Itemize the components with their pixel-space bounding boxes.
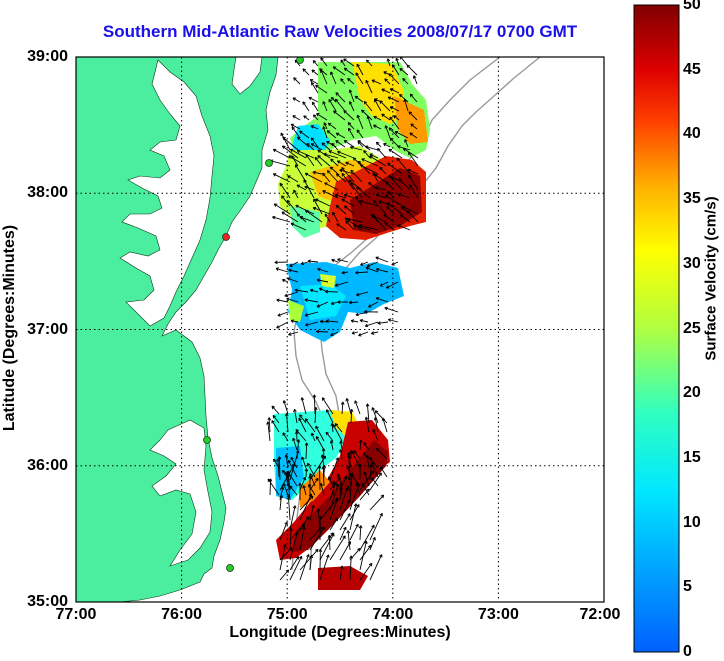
colorbar-tick-label: 50 [683,0,701,14]
colorbar [634,5,679,652]
velocity-arrow-head [334,111,337,112]
velocity-arrow-head [327,131,330,132]
velocity-arrow-head [359,484,360,487]
velocity-arrow-head [347,488,348,491]
velocity-arrow-head [318,156,321,157]
colorbar-tick-label: 20 [683,384,701,402]
x-tick-label: 72:00 [570,606,630,624]
velocity-arrow-head [328,123,331,124]
velocity-arrow-head [353,224,356,225]
station-marker [204,437,211,444]
colorbar-tick-label: 40 [683,125,701,143]
velocity-arrow-head [336,174,339,175]
velocity-arrow-head [360,548,361,551]
velocity-arrow-head [332,259,335,260]
velocity-arrow-head [385,307,388,308]
velocity-arrow-head [320,69,323,70]
velocity-arrow-head [357,187,360,188]
x-tick-label: 75:00 [257,606,317,624]
velocity-arrow-head [335,194,338,195]
y-tick-label: 39:00 [10,48,68,66]
velocity-arrow-head [283,137,286,138]
colorbar-tick-label: 30 [683,255,701,273]
colorbar-tick-label: 15 [683,449,701,467]
velocity-arrow-head [394,116,397,117]
velocity-arrow-head [358,141,361,142]
colorbar-tick-label: 45 [683,61,701,79]
velocity-arrow [314,395,315,414]
velocity-arrow-head [317,549,318,552]
colorbar-tick-label: 0 [683,643,692,661]
velocity-arrow [279,457,280,481]
velocity-arrow-head [365,146,368,147]
colorbar-tick-label: 10 [683,514,701,532]
velocity-arrow-head [329,555,330,558]
station-marker [223,234,230,241]
velocity-arrow [316,332,328,333]
velocity-arrow-head [282,146,285,147]
velocity-arrow-head [376,298,379,299]
velocity-arrow-head [345,206,348,207]
velocity-arrow-head [371,545,372,548]
velocity-arrow-head [318,268,321,269]
velocity-arrow-head [379,201,382,202]
velocity-arrow-head [411,124,414,125]
x-tick-label: 76:00 [152,606,212,624]
velocity-arrow-head [321,527,322,530]
velocity-arrow-head [338,458,339,461]
station-marker [227,565,234,572]
velocity-arrow-head [304,116,307,117]
velocity-arrow-head [344,194,347,195]
velocity-arrow-head [322,143,325,144]
x-tick-label: 73:00 [468,606,528,624]
colorbar-tick-label: 5 [683,578,692,596]
velocity-arrow-head [369,183,372,184]
velocity-arrow-head [385,223,388,224]
colorbar-tick-label: 25 [683,320,701,338]
velocity-arrow-head [376,194,379,195]
velocity-arrow-head [297,137,300,138]
colorbar-label: Surface Velocity (cm/s) [703,144,720,414]
velocity-arrow-head [287,278,290,279]
velocity-arrow-head [272,216,275,217]
velocity-arrow-head [287,298,290,299]
velocity-arrow-head [309,554,310,557]
velocity-arrow-head [369,489,370,492]
station-marker [266,160,273,167]
velocity-arrow [320,466,321,490]
colorbar-tick-label: 35 [683,190,701,208]
velocity-arrow-head [338,484,339,487]
velocity-arrow-head [400,68,403,69]
velocity-arrow-head [288,570,289,573]
x-axis-label: Longitude (Degrees:Minutes) [76,624,604,642]
y-axis-label: Latitude (Degrees:Minutes) [1,178,19,478]
velocity-arrow-head [312,70,315,71]
y-tick-label: 35:00 [10,593,68,611]
velocity-arrow-head [340,478,341,481]
velocity-arrow-head [336,482,337,485]
x-tick-label: 74:00 [363,606,423,624]
